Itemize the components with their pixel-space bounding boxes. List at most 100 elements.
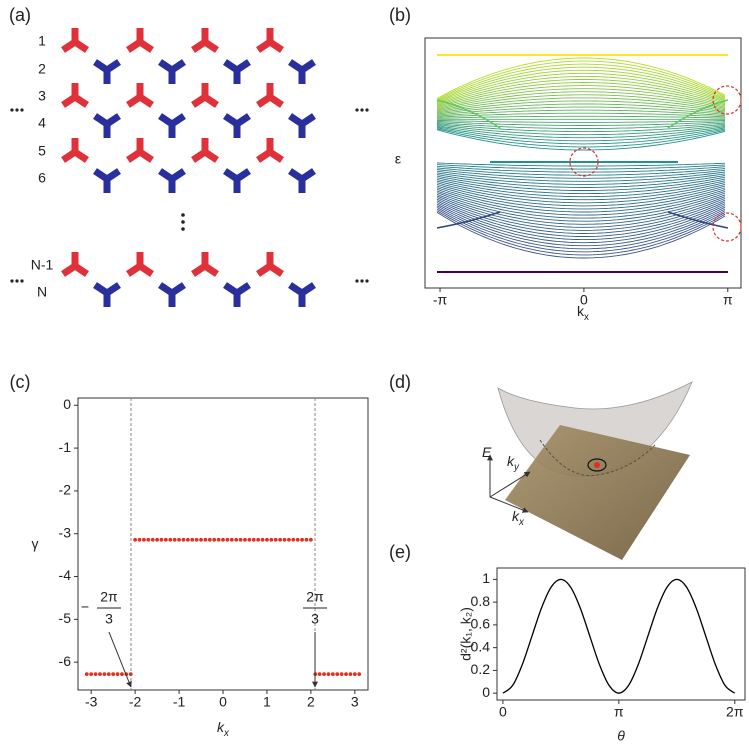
point — [317, 672, 322, 677]
axis-label: E — [482, 444, 492, 460]
band-line — [436, 200, 726, 237]
lattice-site — [288, 113, 316, 138]
point — [216, 537, 221, 542]
axis-label-main: k — [507, 453, 515, 469]
point — [93, 672, 98, 677]
highlight-circle — [569, 147, 599, 177]
y-tick-label: -3 — [59, 524, 72, 540]
ellipsis-dot — [10, 279, 14, 283]
row-label: N-1 — [31, 257, 54, 273]
point — [229, 537, 234, 542]
point — [181, 537, 186, 542]
annotation-den: 3 — [311, 611, 319, 627]
ellipsis-dot — [360, 108, 364, 112]
axis-label-sub: x — [518, 517, 525, 528]
lattice-site — [61, 138, 89, 163]
band-line — [436, 190, 726, 219]
y-tick-label: -2 — [59, 482, 72, 498]
lattice-site — [126, 83, 154, 108]
lattice-site — [256, 28, 284, 53]
point — [159, 537, 164, 542]
point — [234, 537, 239, 542]
point — [146, 537, 151, 542]
band-line — [436, 205, 726, 247]
band-line — [436, 128, 726, 148]
band-line — [436, 75, 726, 106]
point — [265, 537, 269, 542]
band-line — [436, 193, 726, 225]
band-line — [436, 127, 726, 145]
surface-illustration — [487, 381, 693, 560]
point — [207, 537, 212, 542]
band-line — [436, 185, 726, 210]
x-tick-label: 1 — [263, 694, 271, 710]
lattice-site — [256, 138, 284, 163]
curve — [502, 578, 736, 694]
lattice-site — [223, 282, 251, 307]
point — [308, 537, 313, 542]
lattice-site — [93, 59, 121, 84]
ellipsis-dot — [355, 108, 359, 112]
band-line — [436, 212, 726, 259]
point — [335, 672, 340, 677]
point — [133, 537, 138, 542]
lattice-site — [93, 113, 121, 138]
band-line — [436, 162, 726, 167]
band-line — [436, 197, 726, 231]
point — [190, 537, 195, 542]
x-axis-label-sub: x — [584, 312, 589, 323]
band-line — [436, 177, 726, 195]
point — [251, 537, 256, 542]
band-line — [436, 170, 726, 182]
axis-label: ky — [507, 453, 520, 473]
y-tick-label: -6 — [59, 653, 72, 669]
point — [84, 672, 89, 677]
point — [199, 537, 203, 542]
annotation-arrow — [108, 631, 132, 688]
row-label: 2 — [38, 61, 46, 77]
x-tick-label: 0 — [580, 292, 588, 308]
point — [269, 537, 274, 542]
point — [177, 537, 181, 542]
band-line — [436, 208, 726, 253]
point — [247, 537, 252, 542]
y-tick-label: -1 — [59, 439, 72, 455]
lattice-site — [126, 252, 154, 277]
point — [168, 537, 173, 542]
lattice-site — [223, 59, 251, 84]
band-line — [436, 207, 726, 250]
lattice-site — [93, 282, 121, 307]
band-line — [436, 188, 726, 216]
ellipsis-dot — [20, 108, 24, 112]
point — [155, 537, 159, 542]
axis-label: kx — [512, 508, 525, 528]
band-line — [436, 63, 726, 102]
x-tick-label: 2π — [726, 704, 744, 720]
y-tick-label: 0.6 — [471, 616, 491, 632]
band-line — [436, 210, 726, 256]
ellipsis-dot — [360, 279, 364, 283]
y-tick-label: 0.4 — [471, 638, 491, 654]
point — [225, 537, 230, 542]
x-tick-label: π — [723, 292, 733, 308]
point — [330, 672, 335, 677]
point — [163, 537, 168, 542]
x-axis-label: kx — [217, 719, 230, 739]
highlight-circle — [712, 212, 742, 242]
band-line — [436, 85, 726, 109]
axis-label-main: E — [482, 444, 492, 460]
lattice-site — [191, 252, 219, 277]
panel-label: (c) — [10, 372, 31, 392]
ellipsis-dot — [365, 279, 369, 283]
x-axis-label-main: k — [217, 719, 225, 735]
point — [142, 537, 146, 542]
point — [106, 672, 111, 677]
point — [115, 672, 120, 677]
band-line — [436, 103, 726, 115]
point — [282, 537, 287, 542]
band-line — [436, 69, 726, 104]
ellipsis-dot — [355, 279, 359, 283]
band-line — [436, 164, 726, 170]
point — [278, 537, 283, 542]
panel-label: (a) — [9, 5, 31, 25]
